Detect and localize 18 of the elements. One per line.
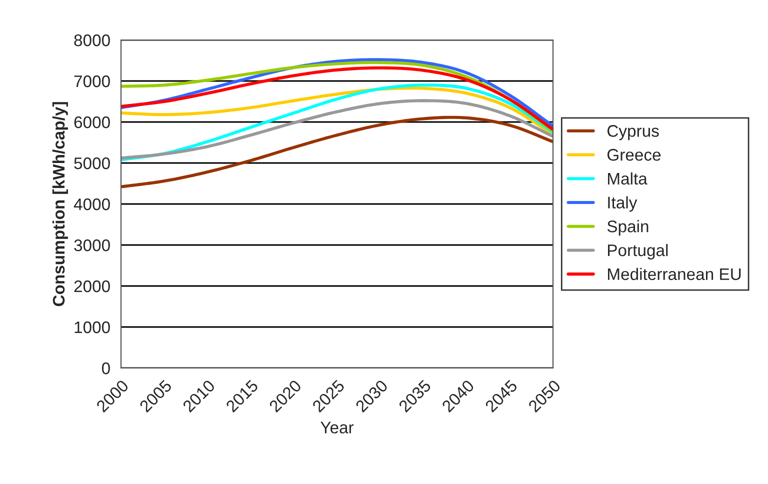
y-tick-label: 4000: [74, 198, 110, 210]
legend-label: Cyprus: [607, 125, 659, 140]
x-axis-title: Year: [320, 422, 354, 434]
y-tick-label: 2000: [74, 280, 110, 292]
y-axis-title: Consumption [kWh/cap/y]: [52, 102, 68, 306]
legend-label: Mediterranean EU: [608, 268, 741, 280]
legend-label: Italy: [608, 196, 638, 212]
legend-label: Portugal: [608, 244, 668, 260]
legend-label: Spain: [607, 220, 648, 236]
y-tick-label: 7000: [74, 75, 110, 88]
legend-label: Malta: [608, 172, 648, 185]
legend-label: Greece: [607, 148, 661, 161]
y-tick-label: 0: [102, 362, 110, 374]
y-tick-label: 5000: [74, 157, 110, 170]
y-tick-label: 8000: [74, 34, 110, 46]
y-tick-label: 3000: [74, 239, 110, 252]
y-tick-label: 6000: [74, 116, 110, 128]
y-tick-label: 1000: [74, 321, 110, 334]
